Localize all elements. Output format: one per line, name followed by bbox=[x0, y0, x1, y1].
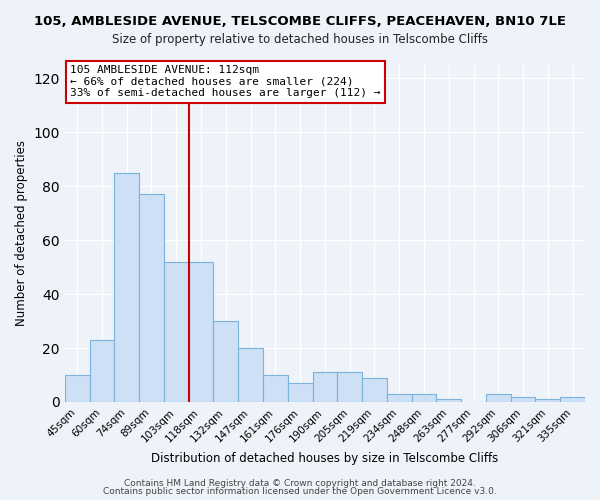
Y-axis label: Number of detached properties: Number of detached properties bbox=[15, 140, 28, 326]
Bar bbox=[65, 375, 89, 402]
Bar bbox=[362, 378, 387, 402]
Bar bbox=[560, 396, 585, 402]
Text: Size of property relative to detached houses in Telscombe Cliffs: Size of property relative to detached ho… bbox=[112, 32, 488, 46]
X-axis label: Distribution of detached houses by size in Telscombe Cliffs: Distribution of detached houses by size … bbox=[151, 452, 499, 465]
Text: Contains public sector information licensed under the Open Government Licence v3: Contains public sector information licen… bbox=[103, 487, 497, 496]
Bar bbox=[535, 400, 560, 402]
Text: 105, AMBLESIDE AVENUE, TELSCOMBE CLIFFS, PEACEHAVEN, BN10 7LE: 105, AMBLESIDE AVENUE, TELSCOMBE CLIFFS,… bbox=[34, 15, 566, 28]
Bar bbox=[436, 400, 461, 402]
Bar bbox=[89, 340, 115, 402]
Bar bbox=[387, 394, 412, 402]
Bar bbox=[139, 194, 164, 402]
Bar bbox=[164, 262, 188, 402]
Bar bbox=[263, 375, 288, 402]
Bar bbox=[214, 321, 238, 402]
Bar bbox=[188, 262, 214, 402]
Bar bbox=[313, 372, 337, 402]
Text: Contains HM Land Registry data © Crown copyright and database right 2024.: Contains HM Land Registry data © Crown c… bbox=[124, 478, 476, 488]
Bar bbox=[486, 394, 511, 402]
Bar bbox=[238, 348, 263, 402]
Bar bbox=[115, 173, 139, 402]
Bar bbox=[412, 394, 436, 402]
Bar bbox=[511, 396, 535, 402]
Bar bbox=[337, 372, 362, 402]
Text: 105 AMBLESIDE AVENUE: 112sqm
← 66% of detached houses are smaller (224)
33% of s: 105 AMBLESIDE AVENUE: 112sqm ← 66% of de… bbox=[70, 65, 380, 98]
Bar bbox=[288, 383, 313, 402]
